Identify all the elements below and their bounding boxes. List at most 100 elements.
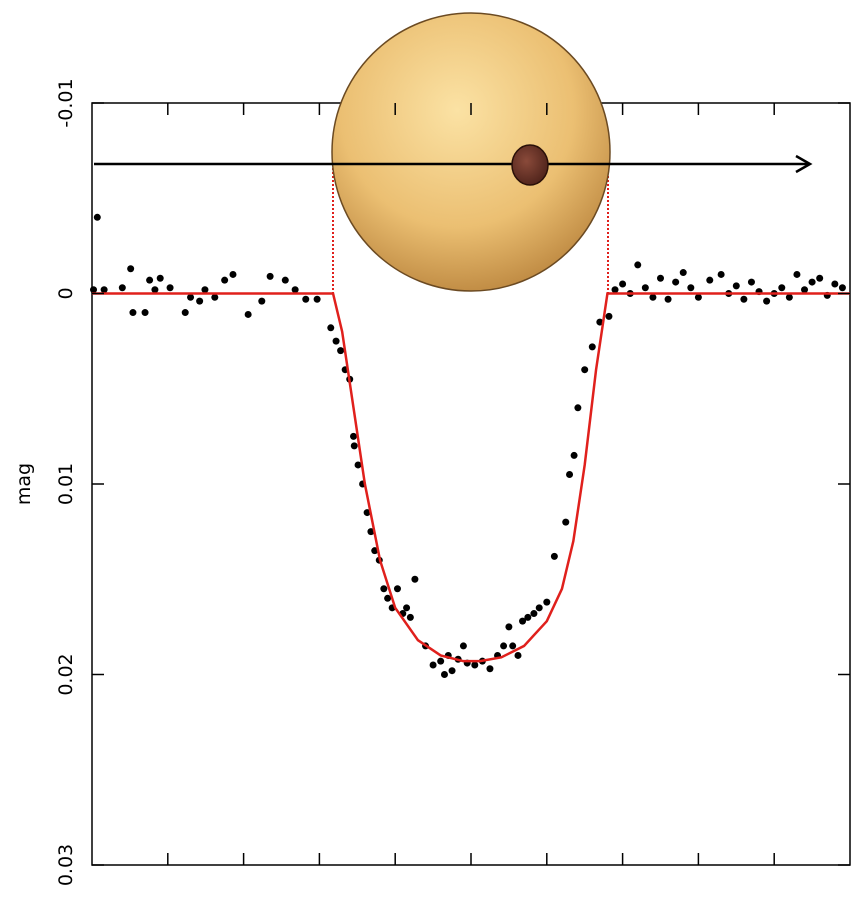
data-point [258, 297, 266, 305]
data-point [500, 642, 508, 650]
data-point [574, 404, 582, 412]
data-point [550, 552, 558, 560]
data-point [611, 286, 619, 294]
data-point [581, 366, 589, 374]
data-point [838, 284, 846, 292]
plot-area [90, 213, 850, 678]
y-tick-label: 0.01 [55, 463, 77, 505]
data-point [657, 274, 664, 282]
data-point [672, 278, 680, 286]
data-point [411, 575, 419, 583]
y-tick-label: 0 [55, 287, 77, 299]
data-point [403, 604, 411, 612]
data-point [166, 284, 174, 292]
data-point [156, 274, 164, 282]
data-point [151, 286, 159, 294]
data-point [181, 309, 189, 317]
data-point [129, 309, 137, 317]
planet [511, 144, 549, 186]
data-point [93, 213, 101, 221]
data-point [519, 617, 527, 625]
data-point [649, 293, 657, 301]
data-point [350, 432, 358, 440]
data-point [429, 661, 437, 669]
data-point [505, 623, 513, 631]
data-point [570, 451, 578, 459]
data-point [100, 286, 108, 294]
data-point [801, 286, 809, 294]
data-point [291, 286, 299, 294]
y-tick-label: -0.01 [55, 78, 77, 127]
data-point [732, 282, 740, 290]
data-point [816, 274, 824, 282]
data-point [350, 442, 358, 450]
data-point [459, 642, 467, 650]
arrow-head [795, 154, 813, 174]
data-point [201, 286, 209, 294]
star [331, 12, 611, 292]
data-point [687, 284, 695, 292]
data-point [313, 295, 321, 303]
data-point [196, 297, 204, 305]
data-point [332, 337, 340, 345]
data-point [679, 269, 687, 277]
data-point [141, 309, 149, 317]
data-point [367, 528, 375, 536]
data-point [747, 278, 755, 286]
data-point [619, 280, 627, 288]
data-point [187, 293, 195, 301]
y-tick-label: 0.02 [55, 653, 77, 695]
data-point [266, 272, 274, 280]
data-point [706, 276, 714, 284]
data-point [229, 270, 237, 278]
data-point [717, 270, 725, 278]
data-point [634, 261, 642, 269]
data-point [831, 280, 839, 288]
y-tick-label: 0.03 [55, 844, 77, 886]
data-point [588, 343, 596, 351]
y-axis-label: mag [13, 463, 35, 505]
data-point [448, 667, 456, 675]
data-point [354, 461, 362, 469]
data-point [530, 610, 538, 618]
data-point [244, 310, 252, 318]
data-point [471, 661, 479, 669]
data-point [384, 594, 392, 602]
data-point [437, 657, 445, 665]
data-point [641, 284, 649, 292]
data-point [763, 297, 771, 305]
data-point [327, 324, 335, 332]
data-point [363, 509, 371, 517]
data-point [393, 585, 401, 593]
data-point [566, 470, 574, 478]
data-point [543, 598, 551, 606]
data-point [509, 642, 517, 650]
data-point [380, 585, 388, 593]
data-point [440, 671, 448, 678]
data-point [778, 284, 786, 292]
data-point [605, 312, 613, 320]
data-point [535, 604, 543, 612]
data-point [281, 276, 289, 284]
data-point [118, 284, 126, 292]
data-point [337, 347, 345, 355]
data-point [486, 665, 494, 673]
data-point [406, 613, 414, 621]
data-point [221, 276, 229, 284]
data-point [127, 265, 135, 273]
data-point [302, 295, 310, 303]
transit-illustration [94, 12, 813, 293]
data-point [211, 293, 219, 301]
data-point [524, 613, 532, 621]
data-point [90, 286, 98, 294]
data-point [371, 547, 379, 555]
model-curve [92, 292, 850, 663]
data-point [785, 293, 793, 301]
data-point [514, 651, 522, 659]
data-point [808, 278, 816, 286]
data-point [562, 518, 570, 526]
data-point [146, 276, 154, 284]
data-point [793, 270, 801, 278]
data-point [740, 295, 748, 303]
